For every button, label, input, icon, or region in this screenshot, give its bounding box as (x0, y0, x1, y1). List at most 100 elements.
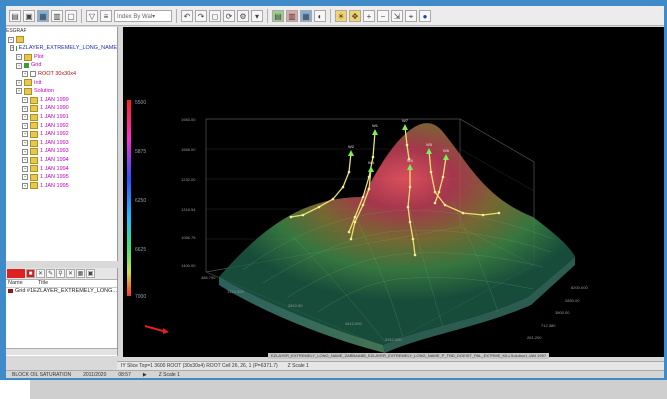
colorbar-label: 6250 (135, 198, 146, 204)
expand-icon[interactable]: + (22, 157, 28, 164)
tree-item[interactable]: + Plot (6, 53, 117, 62)
3d-viewport[interactable]: 5500 5875 6250 6625 7000 (123, 27, 664, 357)
link-icon[interactable]: ⚲ (56, 269, 65, 278)
y-tick-label: 2850.00 (565, 298, 580, 303)
undo-icon[interactable]: ↶ (181, 9, 193, 22)
record-icon[interactable]: ● (419, 9, 431, 22)
tree-item[interactable]: +1 JAN 1995 (6, 182, 117, 191)
grid-view-icon[interactable]: ▦ (37, 9, 49, 22)
expand-icon[interactable]: + (22, 131, 28, 138)
well-marker-icon (426, 148, 432, 154)
expand-icon[interactable]: + (22, 148, 28, 155)
delete-icon[interactable]: ✕ (36, 269, 45, 278)
panel-row[interactable]: Grid #1 EZLAYER_EXTREMELY_LONG... (6, 288, 117, 295)
well-3[interactable]: W3 (349, 160, 375, 241)
zoom-out-icon[interactable]: − (377, 9, 389, 22)
palette-icon[interactable]: ◐ (314, 9, 326, 22)
col-name[interactable]: Name (8, 280, 23, 286)
table-icon[interactable]: ▦ (300, 9, 312, 22)
expand-icon[interactable]: + (8, 36, 14, 43)
well-completion (408, 220, 412, 224)
expand-icon[interactable]: + (22, 105, 28, 112)
stop-icon[interactable]: ■ (26, 269, 35, 278)
play-icon[interactable]: ▶ (142, 372, 147, 378)
save-icon[interactable]: ▣ (23, 9, 35, 22)
tree-item[interactable]: +1 JAN 1993 (6, 139, 117, 148)
tree-item-label: EZLAYER_EXTREMELY_LONG_NAME (18, 45, 117, 52)
tree-item[interactable]: + EZLAYER_EXTREMELY_LONG_NAME (6, 44, 117, 53)
well-2[interactable]: W2 (289, 144, 355, 219)
3d-scene: 5500 5875 6250 6625 7000 (127, 100, 588, 353)
well-7[interactable]: W7 (402, 118, 411, 161)
expand-icon[interactable]: + (22, 114, 28, 121)
view-caption: EZLAYER_EXTREMELY_LONG_NAME_ZABBAABB_EZL… (268, 353, 550, 359)
tree-item[interactable]: + Solution (6, 87, 117, 96)
pan-icon[interactable]: ✥ (349, 9, 361, 22)
expand-icon[interactable]: + (16, 79, 22, 86)
layer-icon[interactable]: ▤ (272, 9, 284, 22)
settings-icon[interactable]: ⚙ (237, 9, 249, 22)
tree-item[interactable]: +1 JAN 1992 (6, 122, 117, 131)
well-4[interactable]: W4 (406, 158, 417, 257)
open-icon[interactable]: ▤ (9, 9, 21, 22)
panel-tab[interactable] (7, 269, 25, 278)
expand-icon[interactable]: + (10, 45, 15, 52)
tree-item[interactable]: + ROOT 30x30x4 (6, 70, 117, 79)
light-icon[interactable]: ☀ (335, 9, 347, 22)
zoom-in-icon[interactable]: + (363, 9, 375, 22)
expand-icon[interactable]: + (22, 182, 28, 189)
well-label: W4 (407, 158, 414, 163)
rotate-icon[interactable]: ⟳ (223, 9, 235, 22)
tree-item[interactable]: + Init (6, 79, 117, 88)
tree-item[interactable]: +1 JAN 1994 (6, 165, 117, 174)
expand-icon[interactable]: + (16, 88, 22, 95)
expand-icon[interactable]: + (16, 54, 22, 61)
well-completion (408, 185, 412, 189)
tree-item[interactable]: +1 JAN 1992 (6, 130, 117, 139)
tree-item[interactable]: +1 JAN 1990 (6, 104, 117, 113)
well-completion (443, 203, 447, 207)
copy-icon[interactable]: ▢ (65, 9, 77, 22)
window-icon[interactable]: ▣ (86, 269, 95, 278)
tree-item[interactable]: +1 JAN 1994 (6, 156, 117, 165)
edit-icon[interactable]: ✎ (46, 269, 55, 278)
expand-icon[interactable]: + (22, 140, 28, 147)
bottom-status-bar: BLOCK OIL SATURATION 2011/2020 08:57 ▶ Z… (6, 370, 664, 378)
select-icon[interactable]: ⇲ (391, 9, 403, 22)
expand-icon[interactable]: + (22, 122, 28, 129)
tree-item[interactable]: +1 JAN 1995 (6, 173, 117, 182)
expand-icon[interactable]: + (22, 174, 28, 181)
tree-item[interactable]: + Grid (6, 61, 117, 70)
well-6[interactable]: W6 (433, 148, 450, 205)
tree-item[interactable]: +1 JAN 1999 (6, 96, 117, 105)
colorbar-label: 6625 (135, 247, 146, 253)
panel-scrollbar[interactable] (6, 348, 117, 355)
print-icon[interactable]: ▥ (51, 9, 63, 22)
tree-item-label: 1 JAN 1993 (40, 139, 69, 146)
measure-icon[interactable]: ⌖ (405, 9, 417, 22)
tree-item[interactable]: + (6, 36, 117, 45)
close-icon[interactable]: ✕ (66, 269, 75, 278)
well-5[interactable]: W5 (426, 142, 501, 217)
tree-item[interactable]: +1 JAN 1993 (6, 147, 117, 156)
grid-icon[interactable]: ▦ (76, 269, 85, 278)
tree-root[interactable]: ESGRAF (6, 27, 117, 36)
list-icon[interactable]: ≡ (100, 9, 112, 22)
tree-item[interactable]: +1 JAN 1991 (6, 113, 117, 122)
zoom-fit-icon[interactable]: ◻ (209, 9, 221, 22)
expand-icon[interactable]: + (22, 71, 28, 78)
chart-icon[interactable]: ▥ (286, 9, 298, 22)
filter-icon[interactable]: ▽ (86, 9, 98, 22)
expand-icon[interactable]: + (16, 62, 22, 69)
well-completion (407, 157, 411, 161)
redo-icon[interactable]: ↷ (195, 9, 207, 22)
folder-icon (30, 122, 38, 130)
dropdown-icon[interactable]: ▾ (251, 9, 263, 22)
expand-icon[interactable]: + (22, 97, 28, 104)
well-completion (367, 187, 371, 191)
col-title[interactable]: Title (38, 280, 49, 286)
expand-icon[interactable]: + (22, 165, 28, 172)
well-completion (433, 190, 437, 194)
colorbar-label: 5875 (135, 149, 146, 155)
index-by-well-combo[interactable]: Index By Wal▾ (114, 9, 172, 22)
